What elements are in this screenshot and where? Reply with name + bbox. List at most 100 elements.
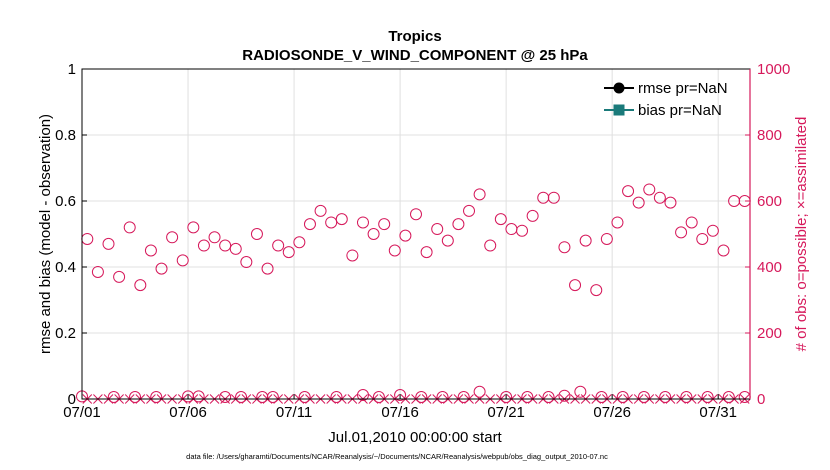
legend-rmse-label: rmse pr=NaN xyxy=(638,80,728,97)
obs-possible-point xyxy=(622,185,635,198)
obs-possible-point xyxy=(569,279,582,292)
obs-possible-point xyxy=(250,228,263,240)
obs-possible-point xyxy=(113,270,126,283)
obs-possible-point xyxy=(653,191,666,204)
obs-possible-point xyxy=(473,188,486,201)
obs-possible-point xyxy=(219,391,232,404)
y-tick-label-right: 800 xyxy=(757,127,782,144)
legend: rmse pr=NaN bias pr=NaN xyxy=(604,80,728,119)
obs-possible-point xyxy=(399,229,412,242)
y-tick-label-left: 0.8 xyxy=(55,127,76,144)
obs-possible-point xyxy=(441,234,454,247)
obs-possible-point xyxy=(187,221,200,234)
obs-possible-point xyxy=(229,242,242,255)
obs-possible-point xyxy=(590,284,603,297)
obs-possible-point xyxy=(431,223,444,236)
obs-possible-point xyxy=(266,391,279,404)
obs-possible-point xyxy=(547,191,560,204)
obs-possible-point xyxy=(303,218,316,231)
obs-possible-point xyxy=(144,244,157,257)
data-file-footnote: data file: /Users/gharamti/Documents/NCA… xyxy=(186,452,608,461)
obs-possible-point xyxy=(611,216,624,229)
obs-possible-point xyxy=(176,254,189,267)
x-tick-label: 07/06 xyxy=(169,404,207,421)
obs-possible-point xyxy=(706,224,719,237)
obs-possible-point xyxy=(463,204,476,217)
y-axis-label-left: rmse and bias (model - observation) xyxy=(37,114,54,354)
obs-possible-point xyxy=(293,236,306,249)
obs-possible-point xyxy=(558,389,571,402)
obs-possible-point xyxy=(516,224,529,237)
obs-possible-point xyxy=(685,216,698,229)
obs-possible-point xyxy=(102,237,115,250)
obs-possible-point xyxy=(134,279,147,292)
obs-possible-point xyxy=(335,213,348,226)
obs-possible-point xyxy=(521,391,534,404)
obs-possible-point xyxy=(542,391,555,404)
obs-possible-point xyxy=(282,246,295,259)
obs-possible-point xyxy=(261,262,274,275)
obs-possible-point xyxy=(208,231,221,244)
obs-possible-point xyxy=(600,232,613,245)
obs-possible-point xyxy=(436,391,449,404)
obs-possible-point xyxy=(659,391,672,404)
y-tick-label-left: 0.6 xyxy=(55,193,76,210)
obs-possible-point xyxy=(558,241,571,254)
obs-possible-point xyxy=(595,391,608,404)
obs-possible-point xyxy=(388,244,401,257)
obs-possible-point xyxy=(91,265,104,278)
obs-possible-point xyxy=(664,196,677,209)
obs-possible-point xyxy=(526,209,539,222)
chart-subtitle: RADIOSONDE_V_WIND_COMPONENT @ 25 hPa xyxy=(242,47,588,64)
obs-possible-point xyxy=(632,196,645,209)
obs-possible-point xyxy=(298,391,311,404)
x-axis-label: Jul.01,2010 00:00:00 start xyxy=(328,429,502,446)
x-tick-label: 07/16 xyxy=(381,404,419,421)
obs-possible-point xyxy=(356,389,369,402)
obs-possible-point xyxy=(356,216,369,229)
legend-bias-marker xyxy=(613,104,625,116)
obs-possible-point xyxy=(107,391,120,404)
obs-possible-point xyxy=(579,234,592,247)
y-tick-label-right: 400 xyxy=(757,259,782,276)
obs-possible-point xyxy=(367,228,380,240)
obs-possible-point xyxy=(166,231,179,244)
x-tick-label: 07/31 xyxy=(699,404,737,421)
obs-possible-point xyxy=(717,244,730,257)
x-tick-label: 07/11 xyxy=(276,404,312,421)
obs-possible-point xyxy=(410,208,422,221)
obs-possible-point xyxy=(452,218,465,231)
obs-possible-point xyxy=(484,239,497,252)
y-tick-label-left: 0.4 xyxy=(55,259,76,276)
axis-ticks: 07/01 07/06 07/11 07/16 07/21 07/26 07/31 0 0.2 0… xyxy=(55,61,790,421)
obs-possible-point xyxy=(696,232,709,245)
obs-possible-point xyxy=(314,204,327,217)
obs-possible-point xyxy=(192,390,205,403)
obs-possible-point xyxy=(272,239,285,252)
y-tick-label-left: 0.2 xyxy=(55,325,76,342)
obs-possible-point xyxy=(643,183,656,196)
obs-possible-point xyxy=(155,262,168,275)
x-tick-label: 07/26 xyxy=(593,404,631,421)
obs-possible-point xyxy=(722,391,735,404)
obs-possible-point xyxy=(378,218,391,231)
obs-possible-point xyxy=(219,239,232,252)
y-tick-label-left: 1 xyxy=(68,61,76,78)
obs-possible-point xyxy=(675,226,688,239)
obs-possible-point xyxy=(637,391,650,404)
obs-possible-point xyxy=(330,391,343,404)
obs-possible-point xyxy=(415,391,428,404)
x-tick-label: 07/01 xyxy=(63,404,101,421)
obs-possible-point xyxy=(123,221,136,234)
obs-possible-point xyxy=(150,391,163,404)
obs-possible-point xyxy=(500,391,513,404)
obs-possible-point xyxy=(325,216,338,229)
legend-bias-label: bias pr=NaN xyxy=(638,102,722,119)
y-tick-label-right: 1000 xyxy=(757,61,790,78)
obs-possible-point xyxy=(701,391,714,404)
obs-possible-point xyxy=(473,385,486,398)
obs-possible-point xyxy=(574,385,587,398)
legend-rmse-marker xyxy=(613,82,625,94)
x-tick-label: 07/21 xyxy=(487,404,525,421)
